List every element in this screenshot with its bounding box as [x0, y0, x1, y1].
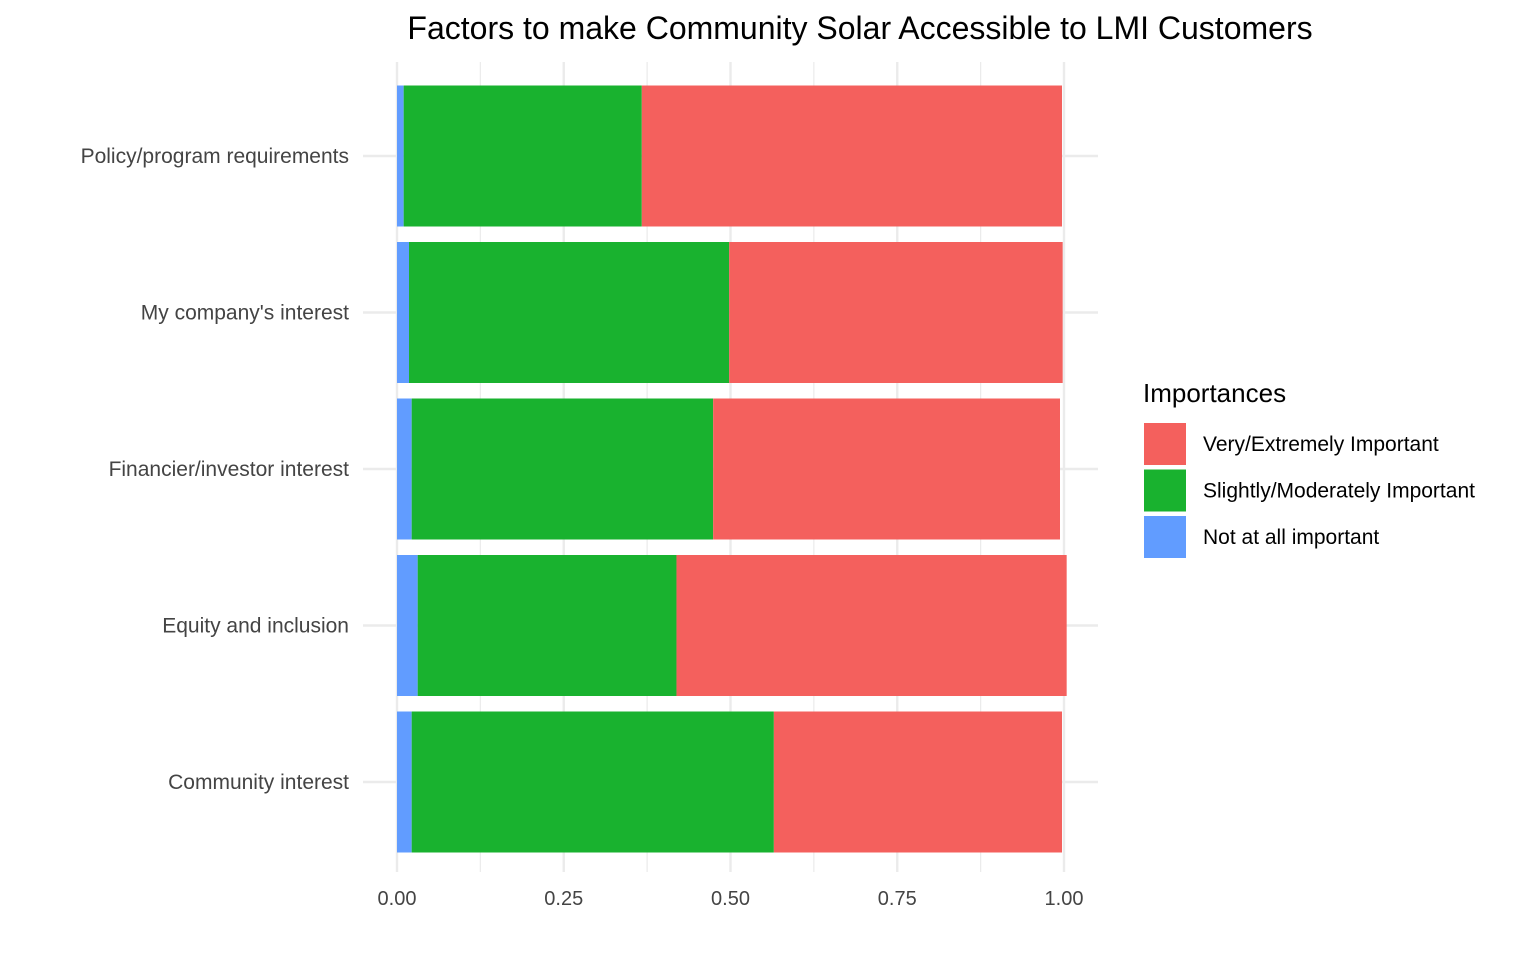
x-tick-label: 1.00 — [1045, 888, 1084, 910]
bars — [397, 85, 1067, 853]
chart-title: Factors to make Community Solar Accessib… — [407, 10, 1312, 46]
x-tick-label: 0.75 — [878, 888, 917, 910]
legend-label: Very/Extremely Important — [1203, 433, 1439, 456]
legend-key-swatch — [1144, 423, 1186, 465]
bar-segment-very-extremely-important-1 — [729, 242, 1063, 383]
bar-segment-not-at-all-important-4 — [397, 711, 412, 853]
legend-key-swatch — [1144, 516, 1186, 558]
legend-label: Not at all important — [1203, 526, 1379, 549]
category-label: Financier/investor interest — [109, 458, 350, 481]
legend: Importances Very/Extremely Important Slig… — [1143, 378, 1475, 558]
legend-label: Slightly/Moderately Important — [1203, 480, 1475, 503]
bar-segment-slightly-moderately-important-4 — [411, 711, 774, 853]
bar-segment-very-extremely-important-0 — [641, 85, 1062, 227]
x-tick-label: 0.25 — [544, 888, 583, 910]
x-tick-label: 0.00 — [378, 888, 417, 910]
category-label: My company's interest — [141, 302, 349, 325]
bar-segment-very-extremely-important-2 — [713, 398, 1060, 540]
bar-segment-not-at-all-important-2 — [397, 398, 412, 540]
category-labels: Policy/program requirements My company's … — [81, 145, 350, 794]
x-axis-tick-labels: 0.00 0.25 0.50 0.75 1.00 — [378, 888, 1084, 910]
x-tick-label: 0.50 — [711, 888, 750, 910]
category-label: Equity and inclusion — [162, 615, 349, 638]
bar-segment-slightly-moderately-important-0 — [403, 85, 642, 227]
bar-segment-very-extremely-important-4 — [773, 711, 1062, 853]
legend-title: Importances — [1143, 378, 1286, 408]
category-label: Policy/program requirements — [81, 145, 349, 168]
bar-segment-slightly-moderately-important-2 — [411, 398, 714, 540]
legend-key-swatch — [1144, 469, 1186, 512]
bar-segment-very-extremely-important-3 — [676, 555, 1067, 696]
bar-segment-not-at-all-important-1 — [397, 242, 410, 383]
bar-segment-slightly-moderately-important-1 — [409, 242, 730, 383]
category-label: Community interest — [168, 771, 349, 794]
bar-segment-not-at-all-important-0 — [397, 85, 404, 227]
bar-segment-slightly-moderately-important-3 — [417, 555, 677, 696]
bar-segment-not-at-all-important-3 — [397, 555, 418, 696]
